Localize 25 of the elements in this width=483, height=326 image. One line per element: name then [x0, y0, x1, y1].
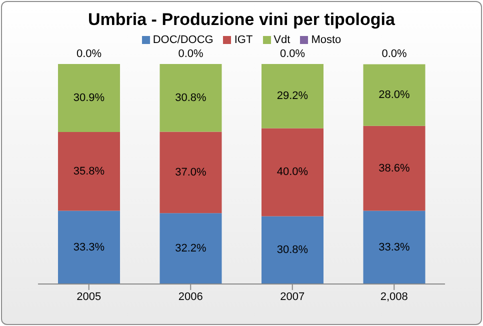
data-label: 35.8% — [73, 165, 105, 178]
data-label: 29.2% — [276, 90, 308, 102]
x-tick-label: 2007 — [280, 290, 305, 303]
legend-label: Vdt — [274, 34, 290, 46]
x-tick-label: 2006 — [178, 290, 203, 303]
data-label: 0.0% — [76, 48, 102, 60]
data-label: 0.0% — [178, 48, 204, 60]
data-label: 33.3% — [378, 241, 410, 254]
data-label: 32.2% — [175, 242, 207, 255]
data-label: 30.8% — [175, 92, 207, 104]
data-label: 40.0% — [276, 166, 308, 178]
data-label: 33.3% — [73, 241, 105, 254]
data-label: 0.0% — [382, 48, 407, 60]
data-label: 28.0% — [378, 89, 410, 102]
x-tick-label: 2,008 — [380, 290, 408, 303]
data-label: 38.6% — [378, 162, 410, 174]
data-label: 0.0% — [280, 48, 306, 60]
legend-label: DOC/DOCG — [152, 34, 214, 46]
x-tick-label: 2005 — [76, 290, 102, 303]
data-label: 30.9% — [73, 92, 105, 104]
data-label: 37.0% — [175, 166, 207, 178]
legend-label: IGT — [234, 34, 253, 46]
legend-label: Mosto — [311, 34, 342, 46]
data-label: 30.8% — [276, 244, 308, 256]
chart-title: Umbria - Produzione vini per tipologia — [87, 10, 396, 30]
